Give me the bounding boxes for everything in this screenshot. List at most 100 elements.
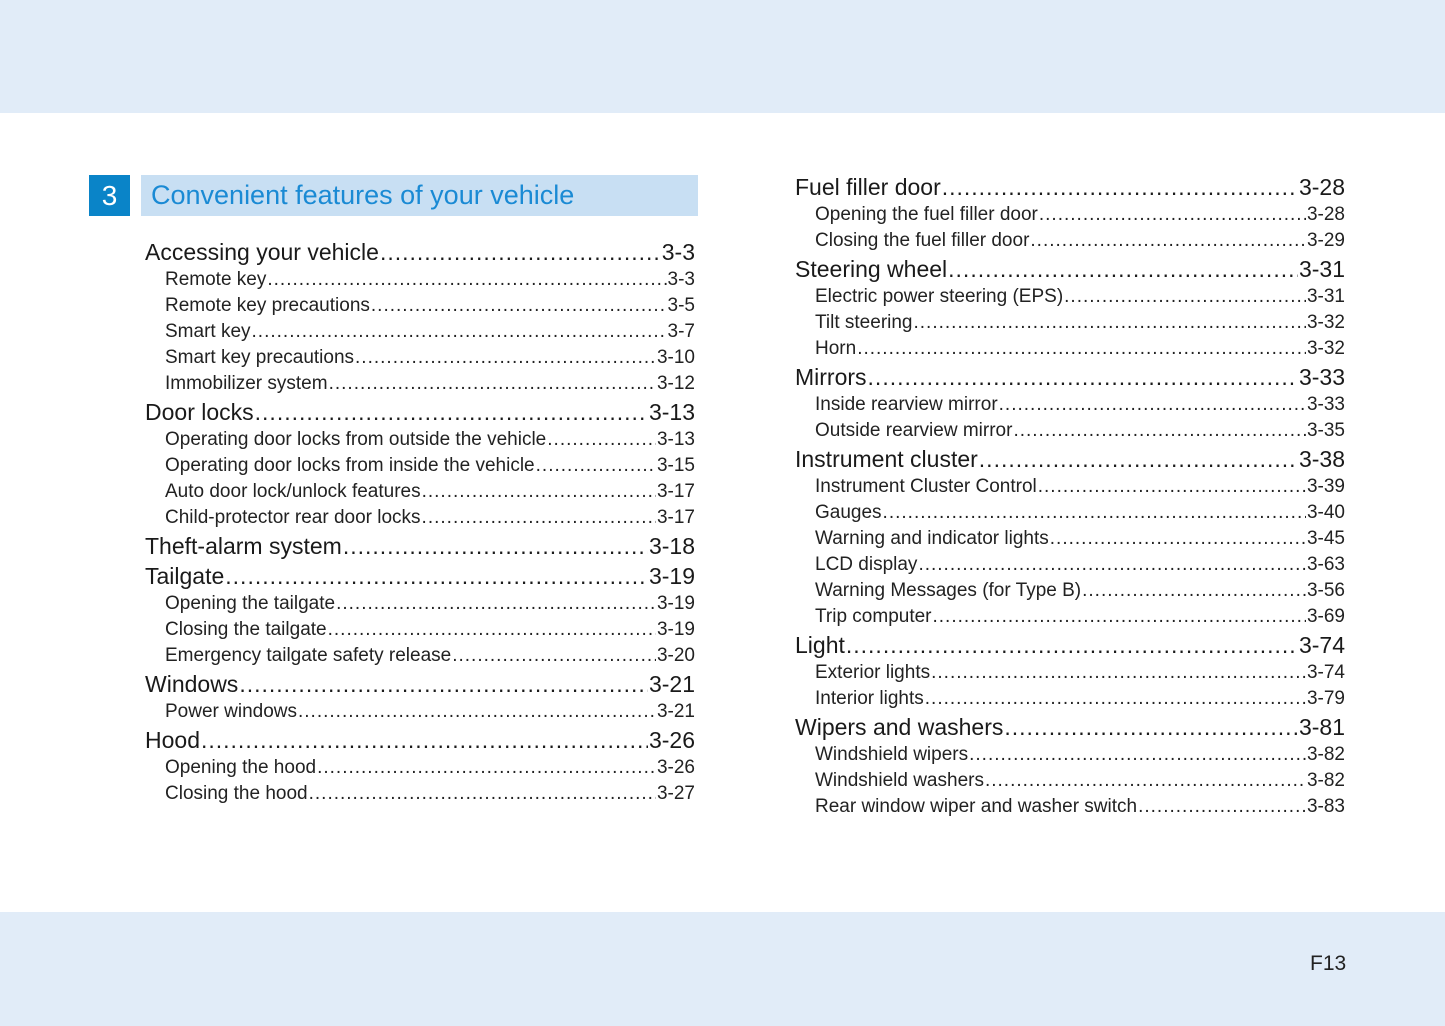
toc-section-entry[interactable]: Steering wheel 3-31: [795, 254, 1345, 284]
toc-section-entry[interactable]: Wipers and washers 3-81: [795, 712, 1345, 742]
toc-subsection-entry[interactable]: LCD display 3-63: [795, 552, 1345, 578]
toc-subsection-entry[interactable]: Emergency tailgate safety release 3-20: [145, 643, 695, 669]
dot-leader: [371, 293, 667, 319]
dot-leader: [1050, 526, 1306, 552]
toc-entry-page: 3-33: [1298, 364, 1345, 390]
toc-section-entry[interactable]: Windows 3-21: [145, 669, 695, 699]
toc-section-entry[interactable]: Accessing your vehicle 3-3: [145, 237, 695, 267]
toc-entry-label: Exterior lights: [815, 662, 931, 683]
toc-subsection-entry[interactable]: Interior lights 3-79: [795, 686, 1345, 712]
toc-entry-page: 3-5: [667, 295, 695, 316]
toc-entry-page: 3-69: [1306, 606, 1345, 627]
toc-section-entry[interactable]: Door locks 3-13: [145, 397, 695, 427]
toc-entry-page: 3-26: [656, 757, 695, 778]
toc-entry-label: Fuel filler door: [795, 174, 941, 200]
toc-subsection-entry[interactable]: Closing the tailgate 3-19: [145, 617, 695, 643]
toc-entry-label: Door locks: [145, 399, 254, 425]
toc-section-entry[interactable]: Light 3-74: [795, 630, 1345, 660]
toc-entry-label: Tilt steering: [815, 312, 913, 333]
dot-leader: [422, 479, 656, 505]
toc-subsection-entry[interactable]: Tilt steering 3-32: [795, 310, 1345, 336]
dot-leader: [328, 617, 656, 643]
toc-entry-label: Rear window wiper and washer switch: [815, 796, 1138, 817]
toc-subsection-entry[interactable]: Inside rearview mirror 3-33: [795, 392, 1345, 418]
toc-entry-page: 3-82: [1306, 770, 1345, 791]
toc-entry-page: 3-3: [661, 239, 695, 265]
dot-leader: [868, 362, 1298, 392]
toc-entry-label: Gauges: [815, 502, 882, 523]
dot-leader: [933, 604, 1306, 630]
toc-subsection-entry[interactable]: Windshield washers 3-82: [795, 768, 1345, 794]
toc-subsection-entry[interactable]: Immobilizer system 3-12: [145, 371, 695, 397]
toc-entry-label: Windshield washers: [815, 770, 984, 791]
toc-entry-label: Mirrors: [795, 364, 867, 390]
toc-subsection-entry[interactable]: Operating door locks from inside the veh…: [145, 453, 695, 479]
toc-entry-label: Auto door lock/unlock features: [165, 481, 421, 502]
dot-leader: [452, 643, 656, 669]
toc-subsection-entry[interactable]: Trip computer 3-69: [795, 604, 1345, 630]
toc-entry-label: LCD display: [815, 554, 918, 575]
toc-subsection-entry[interactable]: Exterior lights 3-74: [795, 660, 1345, 686]
toc-entry-page: 3-35: [1306, 420, 1345, 441]
toc-entry-page: 3-7: [667, 321, 695, 342]
toc-subsection-entry[interactable]: Auto door lock/unlock features 3-17: [145, 479, 695, 505]
toc-subsection-entry[interactable]: Opening the tailgate 3-19: [145, 591, 695, 617]
toc-section-entry[interactable]: Hood 3-26: [145, 725, 695, 755]
toc-subsection-entry[interactable]: Instrument Cluster Control 3-39: [795, 474, 1345, 500]
toc-entry-page: 3-12: [656, 373, 695, 394]
toc-section-entry[interactable]: Instrument cluster 3-38: [795, 444, 1345, 474]
toc-subsection-entry[interactable]: Electric power steering (EPS) 3-31: [795, 284, 1345, 310]
toc-entry-page: 3-56: [1306, 580, 1345, 601]
dot-leader: [252, 319, 667, 345]
dot-leader: [931, 660, 1306, 686]
toc-subsection-entry[interactable]: Power windows 3-21: [145, 699, 695, 725]
toc-entry-page: 3-15: [656, 455, 695, 476]
dot-leader: [1064, 284, 1306, 310]
dot-leader: [1004, 712, 1298, 742]
dot-leader: [255, 397, 648, 427]
toc-subsection-entry[interactable]: Horn 3-32: [795, 336, 1345, 362]
toc-section-entry[interactable]: Tailgate 3-19: [145, 561, 695, 591]
toc-section-entry[interactable]: Fuel filler door 3-28: [795, 172, 1345, 202]
toc-entry-page: 3-63: [1306, 554, 1345, 575]
dot-leader: [985, 768, 1306, 794]
toc-subsection-entry[interactable]: Opening the fuel filler door 3-28: [795, 202, 1345, 228]
toc-subsection-entry[interactable]: Warning Messages (for Type B) 3-56: [795, 578, 1345, 604]
toc-subsection-entry[interactable]: Windshield wipers 3-82: [795, 742, 1345, 768]
toc-subsection-entry[interactable]: Gauges 3-40: [795, 500, 1345, 526]
toc-entry-page: 3-13: [656, 429, 695, 450]
toc-section-entry[interactable]: Theft-alarm system 3-18: [145, 531, 695, 561]
toc-subsection-entry[interactable]: Smart key precautions 3-10: [145, 345, 695, 371]
toc-subsection-entry[interactable]: Opening the hood 3-26: [145, 755, 695, 781]
footer-band: [0, 912, 1445, 1026]
toc-subsection-entry[interactable]: Smart key 3-7: [145, 319, 695, 345]
toc-entry-label: Steering wheel: [795, 256, 948, 282]
dot-leader: [846, 630, 1298, 660]
dot-leader: [1013, 418, 1306, 444]
dot-leader: [925, 686, 1306, 712]
toc-subsection-entry[interactable]: Warning and indicator lights 3-45: [795, 526, 1345, 552]
toc-section-entry[interactable]: Mirrors 3-33: [795, 362, 1345, 392]
toc-subsection-entry[interactable]: Rear window wiper and washer switch 3-83: [795, 794, 1345, 820]
dot-leader: [201, 725, 648, 755]
toc-entry-label: Warning and indicator lights: [815, 528, 1049, 549]
toc-subsection-entry[interactable]: Child-protector rear door locks 3-17: [145, 505, 695, 531]
toc-entry-label: Warning Messages (for Type B): [815, 580, 1082, 601]
toc-subsection-entry[interactable]: Outside rearview mirror 3-35: [795, 418, 1345, 444]
toc-entry-label: Closing the hood: [165, 783, 308, 804]
toc-subsection-entry[interactable]: Closing the fuel filler door 3-29: [795, 228, 1345, 254]
toc-entry-label: Light: [795, 632, 845, 658]
dot-leader: [422, 505, 656, 531]
toc-subsection-entry[interactable]: Operating door locks from outside the ve…: [145, 427, 695, 453]
toc-entry-page: 3-74: [1298, 632, 1345, 658]
toc-entry-page: 3-31: [1298, 256, 1345, 282]
toc-subsection-entry[interactable]: Remote key 3-3: [145, 267, 695, 293]
toc-entry-page: 3-27: [656, 783, 695, 804]
toc-entry-page: 3-13: [648, 399, 695, 425]
toc-entry-label: Power windows: [165, 701, 297, 722]
toc-subsection-entry[interactable]: Remote key precautions 3-5: [145, 293, 695, 319]
toc-entry-page: 3-32: [1306, 312, 1345, 333]
toc-subsection-entry[interactable]: Closing the hood 3-27: [145, 781, 695, 807]
toc-entry-label: Wipers and washers: [795, 714, 1004, 740]
